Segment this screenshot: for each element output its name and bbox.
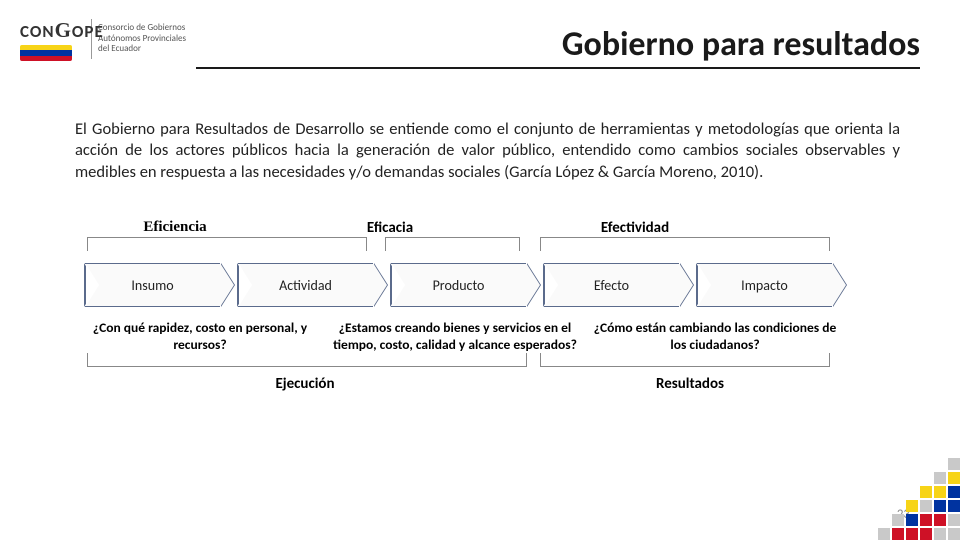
results-chain-diagram: Eficiencia Eficacia Efectividad Insumo Ac… bbox=[75, 219, 885, 449]
chevron-producto: Producto bbox=[391, 263, 526, 307]
header: CONGOPE Consorcio de Gobiernos Autónomos… bbox=[0, 0, 960, 69]
label-resultados: Resultados bbox=[535, 375, 845, 393]
logo: CONGOPE Consorcio de Gobiernos Autónomos… bbox=[20, 18, 186, 60]
label-eficiencia: Eficiencia bbox=[75, 219, 275, 237]
top-labels-row: Eficiencia Eficacia Efectividad bbox=[75, 219, 885, 237]
bracket bbox=[87, 237, 367, 251]
chevron-impacto: Impacto bbox=[697, 263, 832, 307]
chevron-efecto: Efecto bbox=[544, 263, 679, 307]
bracket bbox=[540, 237, 830, 251]
question-3: ¿Cómo están cambiando las condiciones de… bbox=[585, 319, 845, 353]
bottom-brackets bbox=[75, 353, 885, 371]
bracket bbox=[87, 353, 527, 367]
bracket bbox=[540, 353, 830, 367]
label-efectividad: Efectividad bbox=[505, 219, 765, 237]
logo-mark: CONGOPE bbox=[20, 18, 85, 60]
label-ejecucion: Ejecución bbox=[75, 375, 535, 393]
flag-icon bbox=[20, 45, 72, 61]
bottom-labels-row: Ejecución Resultados bbox=[75, 375, 885, 393]
body-paragraph: El Gobierno para Resultados de Desarroll… bbox=[0, 69, 960, 201]
logo-description: Consorcio de Gobiernos Autónomos Provinc… bbox=[98, 23, 186, 55]
logo-brand: CONGOPE bbox=[20, 18, 85, 43]
question-1: ¿Con qué rapidez, costo en personal, y r… bbox=[75, 319, 325, 353]
bracket bbox=[385, 237, 520, 251]
questions-row: ¿Con qué rapidez, costo en personal, y r… bbox=[75, 319, 885, 353]
question-2: ¿Estamos creando bienes y servicios en e… bbox=[325, 319, 585, 353]
chevron-insumo: Insumo bbox=[85, 263, 220, 307]
mosaic-decoration bbox=[820, 430, 960, 540]
top-brackets bbox=[75, 237, 885, 255]
chevron-row: Insumo Actividad Producto Efecto Impacto bbox=[85, 263, 885, 307]
chevron-actividad: Actividad bbox=[238, 263, 373, 307]
page-title: Gobierno para resultados bbox=[196, 24, 920, 69]
label-eficacia: Eficacia bbox=[275, 219, 505, 237]
